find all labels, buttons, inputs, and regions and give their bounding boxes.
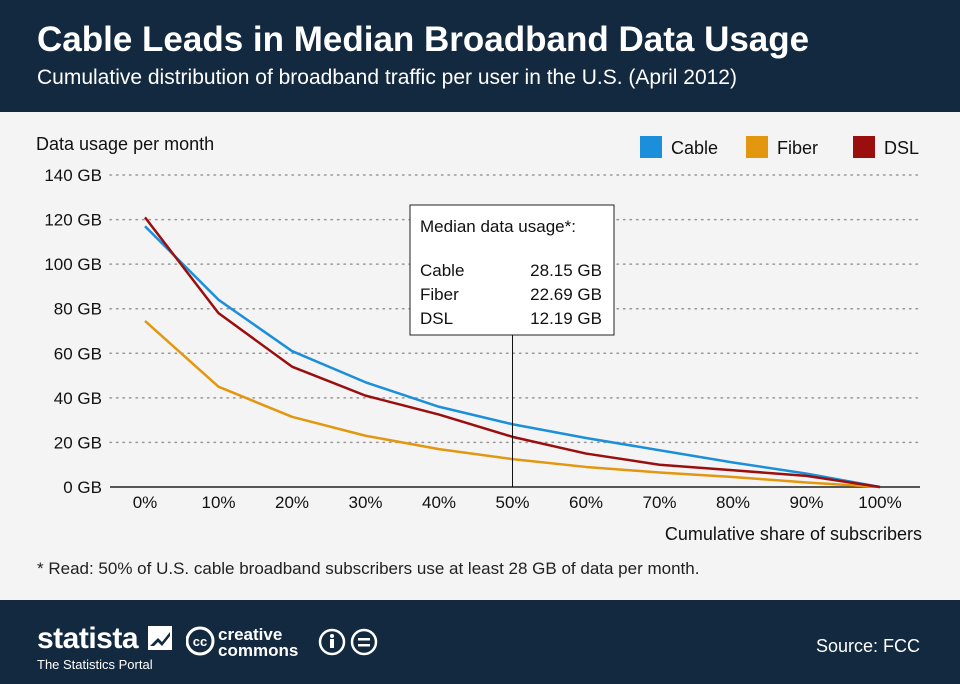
x-tick-label: 90% — [789, 493, 823, 512]
x-tick-label: 50% — [495, 493, 529, 512]
x-tick-label: 0% — [133, 493, 158, 512]
x-tick-label: 40% — [422, 493, 456, 512]
chart-title: Cable Leads in Median Broadband Data Usa… — [37, 20, 810, 59]
x-tick-label: 100% — [858, 493, 901, 512]
line-chart: 0 GB 20 GB 40 GB 60 GB 80 GB 100 GB 120 GB 140 … — [36, 134, 922, 544]
legend-label-dsl: DSL — [884, 138, 919, 158]
y-tick-label: 40 GB — [54, 389, 102, 408]
y-tick-label: 60 GB — [54, 344, 102, 363]
chart-subtitle: Cumulative distribution of broadband tra… — [37, 66, 737, 89]
y-tick-label: 100 GB — [44, 255, 102, 274]
svg-text:cc: cc — [193, 634, 207, 649]
annotation-row-value: 12.19 GB — [530, 309, 602, 328]
y-tick-label: 140 GB — [44, 166, 102, 185]
x-tick-label: 60% — [569, 493, 603, 512]
x-tick-label: 30% — [348, 493, 382, 512]
y-tick-label: 80 GB — [54, 300, 102, 319]
no-derivatives-icon — [350, 628, 378, 656]
chart-area: 0 GB 20 GB 40 GB 60 GB 80 GB 100 GB 120 GB 140 … — [0, 112, 960, 600]
x-tick-label: 20% — [275, 493, 309, 512]
source-label: Source: FCC — [815, 636, 920, 656]
annotation-title: Median data usage*: — [420, 217, 576, 236]
median-annotation-box — [409, 204, 615, 336]
annotation-row-label: Fiber — [420, 285, 459, 304]
statista-logo-icon — [148, 626, 172, 650]
x-axis-label: Cumulative share of subscribers — [665, 524, 922, 544]
statista-brand[interactable]: statista — [37, 622, 139, 655]
legend-label-fiber: Fiber — [777, 138, 818, 158]
legend-swatch-dsl — [853, 136, 875, 158]
annotation-row-value: 28.15 GB — [530, 261, 602, 280]
annotation-row-label: Cable — [420, 261, 464, 280]
footnote: * Read: 50% of U.S. cable broadband subs… — [37, 559, 700, 578]
x-tick-label: 80% — [716, 493, 750, 512]
footer: statista The Statistics Portal cc creati… — [0, 600, 960, 684]
attribution-icon — [318, 628, 346, 656]
license-text-line-1: creative — [218, 626, 282, 644]
annotation-row-value: 22.69 GB — [530, 285, 602, 304]
license-text-line-2: commons — [218, 641, 298, 658]
legend-swatch-cable — [640, 136, 662, 158]
y-tick-label: 20 GB — [54, 433, 102, 452]
legend-swatch-fiber — [746, 136, 768, 158]
annotation-row-label: DSL — [420, 309, 453, 328]
x-tick-label: 10% — [201, 493, 235, 512]
y-tick-label: 120 GB — [44, 211, 102, 230]
creative-commons-icon[interactable]: cc creative commons — [186, 626, 386, 658]
y-tick-label: 0 GB — [63, 478, 102, 497]
x-tick-label: 70% — [642, 493, 676, 512]
legend-label-cable: Cable — [671, 138, 718, 158]
statista-tagline: The Statistics Portal — [37, 657, 153, 672]
header: Cable Leads in Median Broadband Data Usa… — [0, 0, 960, 112]
y-axis-label: Data usage per month — [36, 134, 214, 154]
